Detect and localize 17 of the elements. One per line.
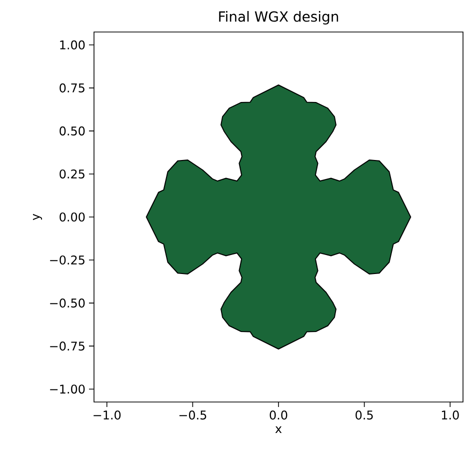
y-tick-label: 0.25: [60, 169, 84, 178]
y-tick-label: −0.50: [50, 298, 85, 308]
y-tick-label: −1.00: [50, 384, 85, 394]
x-tick-label: 0.0: [270, 410, 288, 420]
y-tick-label: −0.25: [50, 256, 84, 265]
y-tick-label: 1.00: [60, 40, 85, 50]
x-axis-title: x: [275, 426, 282, 433]
y-tick-label: −0.75: [50, 342, 84, 351]
x-tick-label: −1.0: [94, 410, 121, 420]
x-tick-label: 1.0: [442, 410, 459, 420]
y-axis-title: y: [32, 214, 42, 220]
y-tick-label: 0.00: [60, 212, 85, 222]
y-tick-label: 0.75: [60, 83, 84, 92]
x-tick-label: −0.5: [179, 410, 206, 420]
x-tick-label: 0.5: [356, 410, 373, 420]
y-tick-label: 0.50: [60, 126, 85, 136]
chart-title: Final WGX design: [219, 11, 338, 24]
